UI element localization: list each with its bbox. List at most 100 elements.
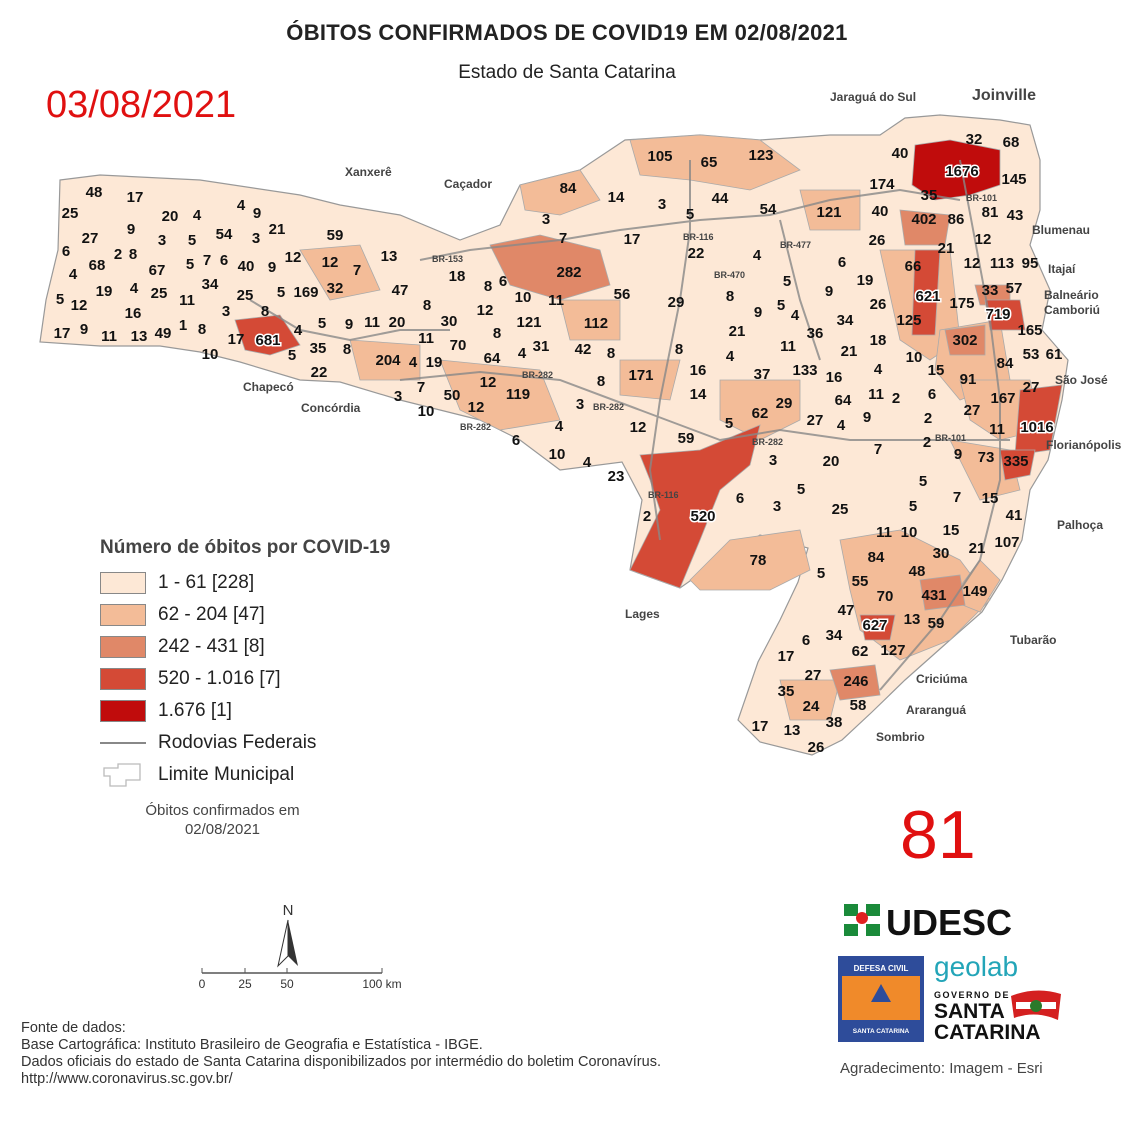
road-name-label: BR-282 (752, 437, 783, 447)
municipality-deaths-label: 12 (477, 302, 494, 319)
city-name-label: Criciúma (916, 672, 968, 686)
source-line: Dados oficiais do estado de Santa Catari… (21, 1054, 661, 1070)
municipality-region (779, 679, 841, 721)
road-line-icon (100, 742, 146, 744)
municipality-deaths-label: 6 (736, 490, 744, 507)
scale-tick: 0 (199, 977, 206, 991)
municipality-deaths-label: 11 (364, 314, 380, 331)
municipality-deaths-label: 5 (56, 291, 64, 308)
municipality-deaths-label: 40 (872, 203, 889, 220)
municipality-deaths-label: 719 (985, 306, 1010, 323)
municipality-deaths-label: 127 (880, 642, 905, 659)
municipality-deaths-label: 47 (838, 602, 855, 619)
municipality-deaths-label: 68 (1003, 134, 1020, 151)
municipality-region (489, 234, 611, 301)
municipality-deaths-label: 4 (193, 207, 202, 224)
municipality-deaths-label: 66 (905, 258, 922, 275)
legend-swatch (100, 572, 146, 594)
municipality-deaths-label: 29 (776, 395, 793, 412)
municipality-deaths-label: 48 (86, 184, 103, 201)
municipality-deaths-label: 13 (131, 328, 148, 345)
municipality-deaths-label: 5 (783, 273, 791, 290)
municipality-deaths-label: 16 (125, 305, 142, 322)
federal-road (648, 160, 691, 541)
municipality-deaths-label: 5 (725, 415, 733, 432)
data-sources: Fonte de dados: Base Cartográfica: Insti… (21, 1020, 661, 1088)
municipality-deaths-label: 8 (726, 288, 734, 305)
municipality-deaths-label: 55 (852, 573, 869, 590)
municipality-deaths-label: 26 (870, 296, 887, 313)
municipality-deaths-label: 25 (832, 501, 849, 518)
municipality-deaths-label: 7 (417, 379, 425, 396)
municipality-deaths-label: 20 (389, 314, 406, 331)
gov-text: SANTA (934, 1000, 1005, 1023)
north-arrow-icon (277, 919, 298, 968)
map-title: ÓBITOS CONFIRMADOS DE COVID19 EM 02/08/2… (286, 20, 848, 45)
municipality-deaths-label: 81 (982, 204, 999, 221)
municipality-deaths-label: 5 (277, 284, 285, 301)
note-line: Óbitos confirmados em (145, 802, 300, 819)
municipality-deaths-label: 149 (962, 583, 987, 600)
municipality-deaths-label: 11 (548, 292, 564, 309)
municipality-deaths-label: 9 (268, 259, 276, 276)
municipality-deaths-label: 7 (874, 441, 882, 458)
municipality-deaths-label: 64 (835, 392, 852, 409)
legend-swatch (100, 636, 146, 658)
municipality-region (299, 244, 381, 301)
municipality-deaths-label: 33 (982, 282, 999, 299)
municipality-deaths-label: 125 (896, 312, 921, 329)
city-name-label: Camboriú (1044, 303, 1100, 317)
municipality-deaths-label: 27 (805, 667, 822, 684)
municipality-deaths-label: 18 (870, 332, 887, 349)
municipality-deaths-label: 17 (624, 231, 641, 248)
municipality-deaths-label: 20 (162, 208, 179, 225)
city-name-label: Xanxerê (345, 165, 392, 179)
municipality-deaths-label: 171 (628, 367, 653, 384)
municipality-deaths-label: 40 (892, 145, 909, 162)
municipality-deaths-label: 5 (288, 347, 296, 364)
road-name-label: BR-116 (648, 490, 679, 500)
municipality-deaths-label: 70 (877, 588, 894, 605)
municipality-deaths-label: 5 (777, 297, 785, 314)
municipality-deaths-label: 31 (533, 338, 550, 355)
municipality-deaths-label: 14 (690, 386, 707, 403)
municipality-deaths-label: 12 (964, 255, 981, 272)
municipality-deaths-label: 8 (343, 341, 351, 358)
road-name-label: BR-101 (935, 433, 966, 443)
municipality-deaths-label: 24 (803, 698, 820, 715)
municipality-deaths-label: 121 (516, 314, 541, 331)
municipality-deaths-label: 21 (938, 240, 955, 257)
municipality-deaths-label: 48 (909, 563, 926, 580)
municipality-deaths-label: 17 (778, 648, 795, 665)
city-name-label: Araranguá (906, 703, 966, 717)
municipality-deaths-label: 56 (614, 286, 631, 303)
municipality-deaths-label: 16 (690, 362, 707, 379)
municipality-deaths-label: 32 (966, 131, 983, 148)
municipality-deaths-label: 18 (449, 268, 466, 285)
map-subtitle: Estado de Santa Catarina (458, 62, 676, 83)
federal-road (879, 159, 1001, 691)
legend-item: 242 - 431 [8] (100, 631, 390, 663)
federal-road (779, 219, 821, 361)
municipality-deaths-label: 107 (994, 534, 1019, 551)
udesc-logo: UDESC (844, 902, 1012, 943)
source-link[interactable]: http://www.coronavirus.sc.gov.br/ (21, 1071, 233, 1087)
municipality-deaths-label: 78 (750, 552, 767, 569)
legend-label: 62 - 204 [47] (158, 604, 265, 625)
defesa-civil-logo: DEFESA CIVIL SANTA CATARINA (838, 956, 924, 1042)
city-name-label: Florianópolis (1046, 438, 1122, 452)
legend-label: 242 - 431 [8] (158, 636, 265, 657)
defesa-text: SANTA CATARINA (853, 1028, 910, 1035)
municipality-deaths-label: 13 (904, 611, 921, 628)
municipality-deaths-label: 26 (808, 739, 825, 756)
municipality-deaths-label: 5 (919, 473, 927, 490)
municipality-deaths-label: 3 (252, 230, 260, 247)
municipality-region (689, 529, 811, 591)
municipality-deaths-label: 1676 (945, 163, 978, 180)
municipality-deaths-label: 3 (658, 196, 666, 213)
municipality-deaths-label: 34 (826, 627, 843, 644)
legend-item-limits: Limite Municipal (100, 759, 390, 791)
municipality-deaths-label: 10 (418, 403, 435, 420)
municipality-deaths-label: 59 (678, 430, 695, 447)
municipality-deaths-label: 6 (802, 632, 810, 649)
